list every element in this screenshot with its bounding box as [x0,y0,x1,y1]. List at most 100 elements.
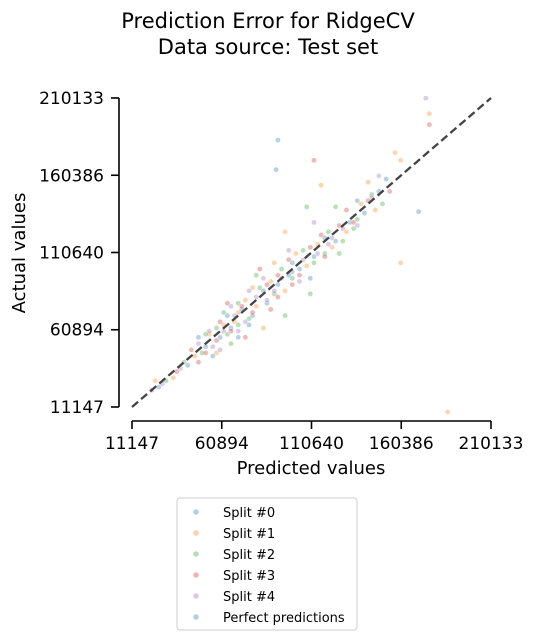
legend-marker-5 [193,614,199,620]
scatter-point-split-4-2 [195,340,202,347]
scatter-point-split-1-14 [343,228,350,235]
scatter-point-split-4-8 [264,297,270,303]
scatter-point-split-3-27 [267,306,274,313]
scatter-point-split-2-29 [307,291,314,297]
scatter-point-split-4-17 [376,173,382,179]
scatter-point-split-1-20 [397,259,404,266]
scatter-point-split-3-21 [256,266,263,272]
scatter-point-split-0-15 [361,210,368,216]
scatter-point-split-3-29 [343,207,350,213]
scatter-point-split-3-20 [242,334,249,341]
scatter-point-split-1-10 [293,250,299,257]
scatter-point-split-2-20 [282,312,288,319]
scatter-point-split-1-0 [152,377,158,384]
scatter-point-split-2-16 [368,191,375,198]
x-axis-ticks: 11147 60894 110640 160386 210133 [105,421,523,454]
scatter-points [148,95,451,415]
scatter-point-split-0-18 [273,166,279,173]
scatter-point-split-1-24 [213,350,220,356]
scatter-point-split-1-18 [426,110,433,117]
scatter-point-split-1-22 [271,259,278,266]
scatter-point-split-2-6 [246,315,252,322]
legend-marker-1 [193,530,199,536]
scatter-point-split-3-3 [202,350,209,356]
x-tick-label-3: 160386 [369,434,434,454]
scatter-point-split-4-21 [228,303,234,310]
scatter-point-split-3-13 [321,253,328,260]
scatter-point-split-2-14 [339,238,346,244]
scatter-point-split-2-3 [213,325,220,331]
scatter-point-split-4-27 [246,287,252,294]
scatter-point-split-2-15 [354,216,361,223]
scatter-point-split-3-11 [296,272,303,279]
scatter-point-split-1-27 [282,228,288,235]
legend-marker-3 [193,572,199,578]
scatter-point-split-0-11 [311,253,317,260]
scatter-point-split-1-26 [260,325,267,331]
y-axis-ticks: 11147 60894 110640 160386 210133 [39,89,119,418]
x-tick-label-2: 110640 [279,434,344,454]
legend-marker-0 [193,509,199,515]
scatter-point-split-1-11 [303,263,310,269]
y-tick-label-0: 11147 [50,398,104,418]
scatter-point-split-1-1 [170,374,176,381]
scatter-point-split-0-10 [296,266,303,272]
scatter-point-split-2-17 [379,200,386,207]
legend-marker-2 [193,551,199,557]
scatter-point-split-0-20 [415,208,422,215]
y-axis-label: Actual values [9,193,30,314]
scatter-point-split-3-4 [217,318,223,325]
scatter-point-split-0-13 [332,238,339,244]
legend-label-0: Split #0 [223,506,275,521]
scatter-point-split-3-6 [238,303,245,310]
y-tick-label-1: 60894 [50,321,104,341]
scatter-point-split-2-28 [332,204,339,210]
scatter-point-split-2-11 [300,247,306,254]
x-tick-label-0: 11147 [105,434,159,454]
scatter-point-split-2-24 [350,225,357,232]
scatter-point-split-2-21 [202,331,209,338]
scatter-point-split-4-3 [210,343,216,350]
scatter-point-split-4-7 [253,294,260,300]
scatter-point-split-0-28 [307,275,314,282]
scatter-point-split-0-17 [275,137,281,143]
scatter-point-split-4-24 [271,287,278,294]
scatter-point-split-3-5 [228,328,234,334]
scatter-point-split-4-20 [206,328,213,334]
scatter-point-split-1-21 [444,409,451,415]
x-axis-label: Predicted values [237,458,386,479]
scatter-point-split-2-19 [303,204,310,210]
scatter-point-split-3-24 [224,300,231,307]
legend-label-5: Perfect predictions [223,611,345,626]
scatter-point-split-4-26 [217,346,223,353]
y-tick-label-3: 160386 [39,166,104,186]
scatter-point-split-4-22 [235,328,241,334]
scatter-point-split-4-12 [314,250,321,257]
scatter-point-split-2-25 [235,322,241,328]
scatter-point-split-0-29 [354,197,361,204]
scatter-point-split-0-25 [289,259,296,266]
scatter-point-split-4-29 [296,278,303,285]
scatter-point-split-0-21 [210,353,216,359]
scatter-point-split-2-22 [228,340,234,347]
scatter-point-split-4-18 [311,219,317,226]
legend-label-4: Split #4 [223,590,275,605]
scatter-point-split-3-15 [350,219,357,226]
scatter-point-split-4-19 [422,95,429,101]
perfect-predictions-line [131,97,492,408]
scatter-point-split-1-8 [267,278,274,285]
scatter-point-split-2-23 [253,272,260,279]
legend-frame [176,497,358,631]
y-tick-label-2: 110640 [39,244,104,264]
scatter-point-split-2-8 [271,291,278,297]
scatter-point-split-1-13 [329,244,335,251]
x-tick-label-1: 60894 [195,434,249,454]
scatter-point-split-2-13 [325,228,332,235]
scatter-point-split-3-25 [289,281,296,288]
scatter-point-split-3-12 [307,244,314,251]
scatter-point-split-0-23 [235,334,241,341]
scatter-point-split-3-28 [318,232,325,238]
scatter-point-split-1-6 [242,297,249,303]
scatter-point-split-1-16 [372,207,379,213]
